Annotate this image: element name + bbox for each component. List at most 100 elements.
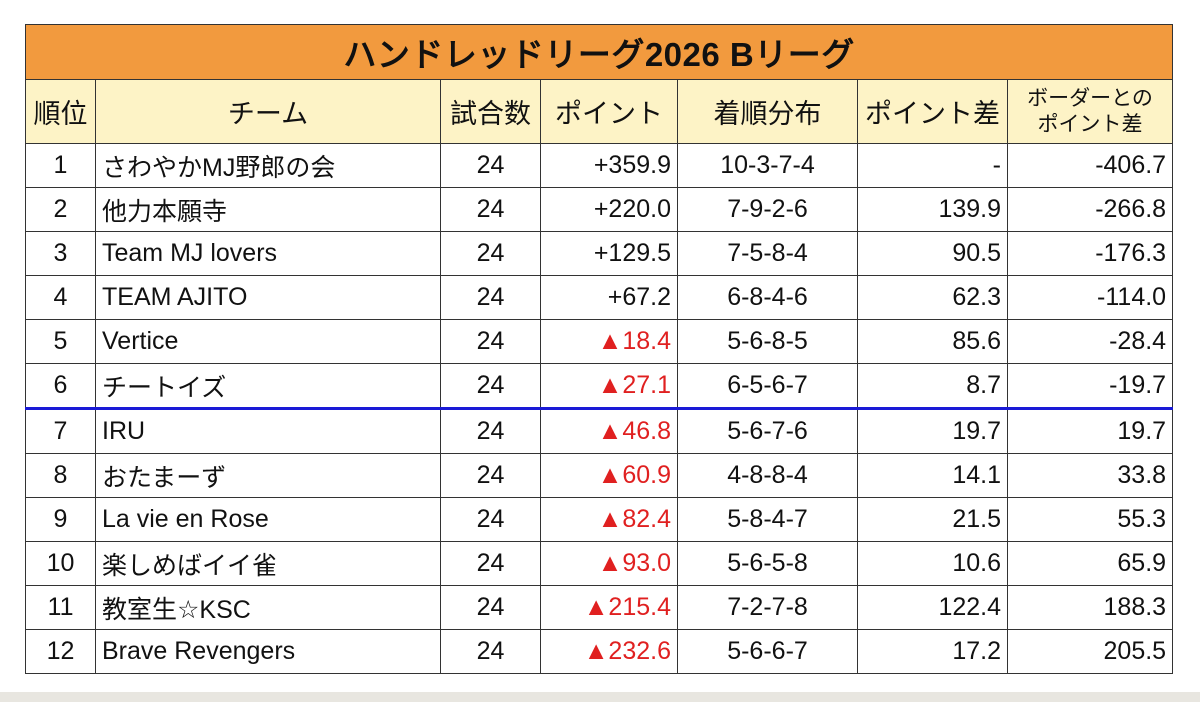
cell-distribution: 4-8-8-4 bbox=[677, 453, 858, 498]
cell-team: おたまーず bbox=[95, 453, 441, 498]
cell-point-diff: - bbox=[857, 143, 1008, 188]
cell-games: 24 bbox=[440, 231, 541, 276]
header-point-diff: ポイント差 bbox=[857, 79, 1008, 144]
cell-distribution: 5-6-7-6 bbox=[677, 408, 858, 454]
cell-team: Brave Revengers bbox=[95, 629, 441, 674]
cell-border-diff: -176.3 bbox=[1006, 231, 1174, 276]
cell-distribution: 7-5-8-4 bbox=[677, 231, 858, 276]
header-distribution: 着順分布 bbox=[677, 79, 858, 144]
table-title: ハンドレッドリーグ2026 Bリーグ bbox=[24, 24, 1174, 80]
cell-point-diff: 14.1 bbox=[857, 453, 1008, 498]
cell-points: ▲215.4 bbox=[540, 585, 678, 630]
table-row: 8 おたまーず 24 ▲60.9 4-8-8-4 14.1 33.8 bbox=[25, 453, 1174, 498]
cell-points: +359.9 bbox=[540, 143, 678, 188]
cell-point-diff: 62.3 bbox=[857, 275, 1008, 320]
cell-points: +129.5 bbox=[540, 231, 678, 276]
cell-distribution: 5-6-6-7 bbox=[677, 629, 858, 674]
cell-distribution: 7-9-2-6 bbox=[677, 187, 858, 232]
cell-distribution: 6-5-6-7 bbox=[677, 363, 858, 410]
cell-games: 24 bbox=[440, 319, 541, 364]
cell-rank: 8 bbox=[25, 453, 96, 498]
cell-border-diff: 205.5 bbox=[1006, 629, 1174, 674]
cell-team: さわやかMJ野郎の会 bbox=[95, 143, 441, 188]
cell-rank: 10 bbox=[25, 541, 96, 586]
cell-team: 他力本願寺 bbox=[95, 187, 441, 232]
cell-point-diff: 122.4 bbox=[857, 585, 1008, 630]
cell-point-diff: 19.7 bbox=[857, 408, 1008, 454]
title-row: ハンドレッドリーグ2026 Bリーグ bbox=[24, 24, 1174, 80]
cell-games: 24 bbox=[440, 363, 541, 410]
cell-rank: 12 bbox=[25, 629, 96, 674]
cell-games: 24 bbox=[440, 143, 541, 188]
table-row: 10 楽しめばイイ雀 24 ▲93.0 5-6-5-8 10.6 65.9 bbox=[25, 541, 1174, 586]
cell-distribution: 5-6-5-8 bbox=[677, 541, 858, 586]
cell-border-diff: 33.8 bbox=[1006, 453, 1174, 498]
cell-border-diff: 19.7 bbox=[1006, 408, 1174, 454]
cell-games: 24 bbox=[440, 275, 541, 320]
cell-border-diff: -406.7 bbox=[1006, 143, 1174, 188]
header-team: チーム bbox=[95, 79, 441, 144]
cell-points: ▲82.4 bbox=[540, 497, 678, 542]
table-row: 3 Team MJ lovers 24 +129.5 7-5-8-4 90.5 -176.3 bbox=[25, 231, 1174, 276]
cell-team: Vertice bbox=[95, 319, 441, 364]
cell-team: チートイズ bbox=[95, 363, 441, 410]
cell-rank: 7 bbox=[25, 408, 96, 454]
cell-team: 教室生☆KSC bbox=[95, 585, 441, 630]
cell-point-diff: 10.6 bbox=[857, 541, 1008, 586]
cell-games: 24 bbox=[440, 187, 541, 232]
cell-points: ▲60.9 bbox=[540, 453, 678, 498]
cell-border-diff: -114.0 bbox=[1006, 275, 1174, 320]
cell-point-diff: 8.7 bbox=[857, 363, 1008, 410]
cell-rank: 1 bbox=[25, 143, 96, 188]
cell-point-diff: 90.5 bbox=[857, 231, 1008, 276]
header-border-diff-line2: ポイント差 bbox=[1037, 112, 1143, 136]
table-row: 1 さわやかMJ野郎の会 24 +359.9 10-3-7-4- -406.7 bbox=[25, 143, 1174, 188]
cell-points: +67.2 bbox=[540, 275, 678, 320]
cell-points: ▲232.6 bbox=[540, 629, 678, 674]
cell-rank: 11 bbox=[25, 585, 96, 630]
cell-team: TEAM AJITO bbox=[95, 275, 441, 320]
cell-border-diff: -19.7 bbox=[1006, 363, 1174, 410]
bottom-band bbox=[0, 692, 1200, 702]
cell-points: ▲27.1 bbox=[540, 363, 678, 410]
cell-point-diff: 139.9 bbox=[857, 187, 1008, 232]
header-rank: 順位 bbox=[25, 79, 96, 144]
cell-rank: 2 bbox=[25, 187, 96, 232]
cell-points: +220.0 bbox=[540, 187, 678, 232]
table-row: 7 IRU 24 ▲46.8 5-6-7-6 19.7 19.7 bbox=[25, 408, 1174, 454]
cell-points: ▲46.8 bbox=[540, 408, 678, 454]
cell-point-diff: 17.2 bbox=[857, 629, 1008, 674]
cell-points: ▲18.4 bbox=[540, 319, 678, 364]
cell-distribution: 5-6-8-5 bbox=[677, 319, 858, 364]
cell-border-diff: 65.9 bbox=[1006, 541, 1174, 586]
header-games: 試合数 bbox=[440, 79, 541, 144]
cell-games: 24 bbox=[440, 585, 541, 630]
cell-rank: 6 bbox=[25, 363, 96, 410]
cell-distribution: 10-3-7-4 bbox=[677, 143, 858, 188]
cell-team: IRU bbox=[95, 408, 441, 454]
cell-rank: 3 bbox=[25, 231, 96, 276]
cell-point-diff: 21.5 bbox=[857, 497, 1008, 542]
cell-point-diff: 85.6 bbox=[857, 319, 1008, 364]
table-row: 9 La vie en Rose 24 ▲82.4 5-8-4-7 21.5 55.3 bbox=[25, 497, 1174, 542]
cell-team: 楽しめばイイ雀 bbox=[95, 541, 441, 586]
cell-team: La vie en Rose bbox=[95, 497, 441, 542]
table-row: 12 Brave Revengers 24 ▲232.6 5-6-6-7 17.2 205.… bbox=[25, 629, 1174, 674]
cell-points: ▲93.0 bbox=[540, 541, 678, 586]
table-row: 5 Vertice 24 ▲18.4 5-6-8-5 85.6 -28.4 bbox=[25, 319, 1174, 364]
cell-border-diff: -28.4 bbox=[1006, 319, 1174, 364]
cell-rank: 4 bbox=[25, 275, 96, 320]
cell-games: 24 bbox=[440, 629, 541, 674]
standings-table: ハンドレッドリーグ2026 Bリーグ 順位 チーム 試合数 ポイント 着順分布 … bbox=[24, 24, 1174, 674]
table-row: 11 教室生☆KSC 24 ▲215.4 7-2-7-8 122.4 188.3 bbox=[25, 585, 1174, 630]
header-border-diff-line1: ボーダーとの bbox=[1027, 87, 1153, 111]
header-points: ポイント bbox=[540, 79, 678, 144]
cell-rank: 9 bbox=[25, 497, 96, 542]
table-row: 4 TEAM AJITO 24 +67.2 6-8-4-6 62.3 -114.0 bbox=[25, 275, 1174, 320]
cell-border-diff: 55.3 bbox=[1006, 497, 1174, 542]
header-row: 順位 チーム 試合数 ポイント 着順分布 ポイント差 ボーダーとの ポイント差 bbox=[25, 79, 1174, 144]
cell-distribution: 6-8-4-6 bbox=[677, 275, 858, 320]
cell-games: 24 bbox=[440, 541, 541, 586]
cell-distribution: 5-8-4-7 bbox=[677, 497, 858, 542]
